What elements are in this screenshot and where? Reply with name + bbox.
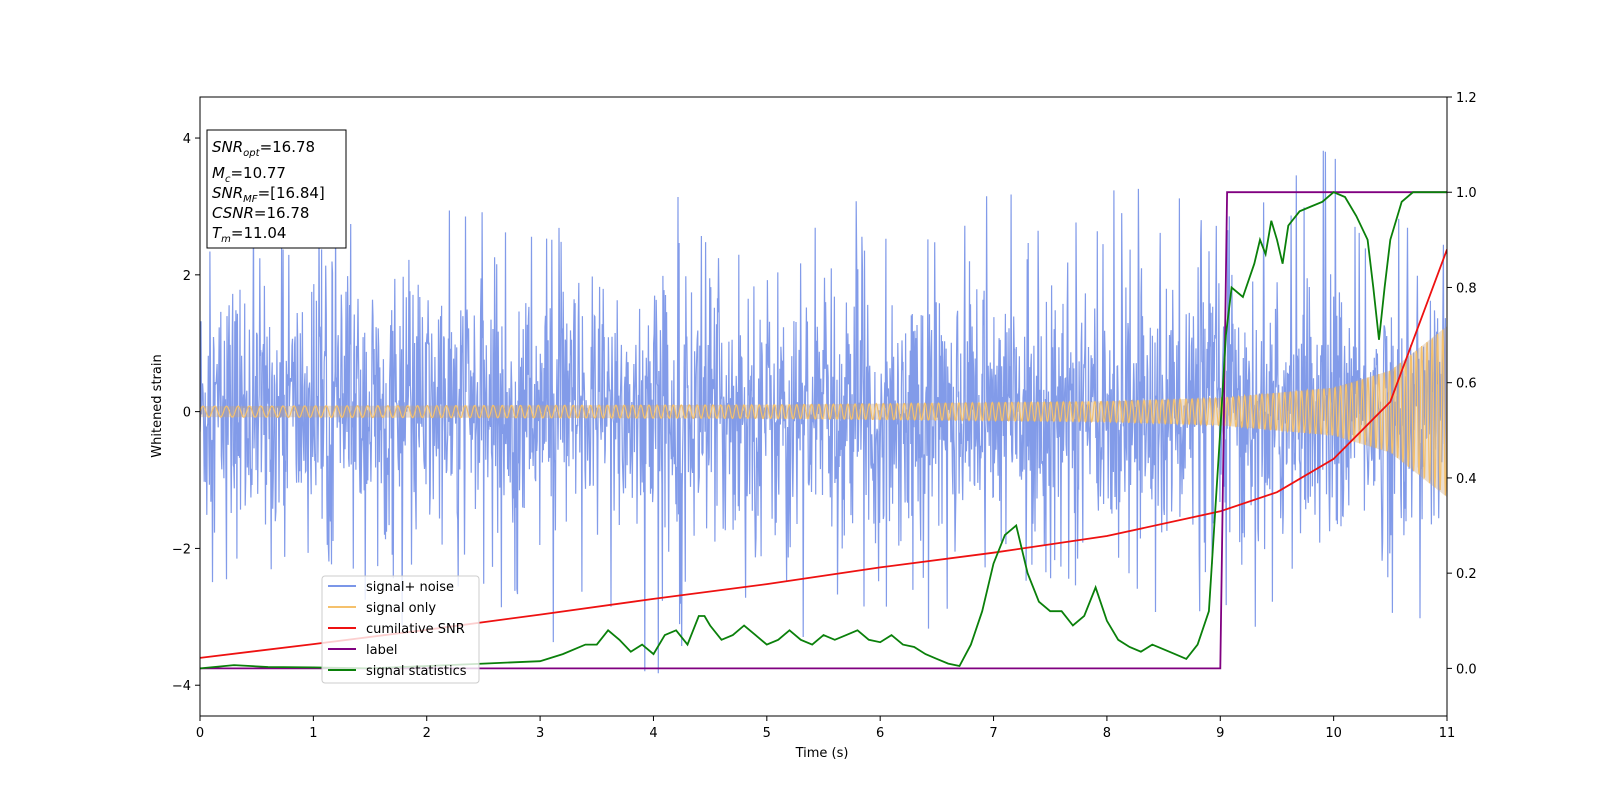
info-snr-opt: SNRopt=16.78 (212, 138, 315, 159)
x-tick-label: 2 (423, 726, 431, 741)
legend-label-signal-only: signal only (366, 601, 436, 616)
x-tick-label: 8 (1103, 726, 1111, 741)
y-right-tick-label: 0.8 (1456, 281, 1477, 296)
y-right-tick-label: 0.6 (1456, 377, 1477, 392)
legend-label-signal-statistics: signal statistics (366, 664, 467, 679)
x-tick-label: 7 (989, 726, 997, 741)
x-tick-label: 11 (1439, 726, 1456, 741)
x-tick-label: 1 (309, 726, 317, 741)
y-left-tick-label: 2 (183, 269, 191, 284)
legend: signal+ noise signal only cumilative SNR… (321, 575, 480, 684)
x-tick-label: 9 (1216, 726, 1224, 741)
x-tick-label: 6 (876, 726, 884, 741)
y-left-tick-label: 0 (183, 406, 191, 421)
y-right-tick-label: 1.0 (1456, 186, 1477, 201)
x-tick-label: 0 (196, 726, 204, 741)
y-left-tick-label: −2 (172, 542, 191, 557)
y-axis-label: Whitened strain (150, 354, 165, 457)
y-left-tick-label: 4 (183, 132, 191, 147)
y-right-tick-label: 0.0 (1456, 662, 1477, 677)
series-label-line (200, 191, 1447, 670)
legend-frame (321, 575, 480, 684)
y-right-tick-label: 1.2 (1456, 91, 1477, 106)
legend-label-signal-noise: signal+ noise (366, 580, 454, 595)
info-box-frame (206, 129, 347, 249)
y-right-tick-label: 0.4 (1456, 472, 1477, 487)
x-tick-label: 3 (536, 726, 544, 741)
info-box: SNRopt=16.78 Mc=10.77 SNRMF=[16.84] CSNR… (206, 129, 347, 249)
series-signal-only-band (200, 326, 1447, 498)
y-right-axis-ticks: 1.2 1.0 0.8 0.6 0.4 0.2 0.0 (1447, 91, 1477, 677)
info-mc: Mc=10.77 (212, 164, 286, 185)
y-left-tick-label: −4 (172, 679, 191, 694)
series-signal-statistics-line (200, 191, 1447, 670)
x-tick-label: 10 (1325, 726, 1342, 741)
plot-frame (199, 96, 1448, 717)
legend-label-label: label (366, 643, 397, 658)
y-right-tick-label: 0.2 (1456, 567, 1477, 582)
info-snr-mf: SNRMF=[16.84] (212, 184, 325, 205)
y-left-axis-ticks: 4 2 0 −2 −4 (172, 132, 200, 694)
legend-label-cumulative-snr: cumilative SNR (366, 622, 465, 637)
info-tm: Tm=11.04 (212, 224, 286, 245)
x-axis-label: Time (s) (795, 746, 849, 761)
x-axis-ticks: 0 1 2 3 4 5 6 7 8 9 10 11 (196, 716, 1455, 741)
x-tick-label: 4 (649, 726, 657, 741)
series-signal-only-line (200, 329, 1447, 496)
info-csnr: CSNR=16.78 (212, 204, 309, 222)
x-tick-label: 5 (763, 726, 771, 741)
series-signal-noise-line (200, 150, 1447, 674)
